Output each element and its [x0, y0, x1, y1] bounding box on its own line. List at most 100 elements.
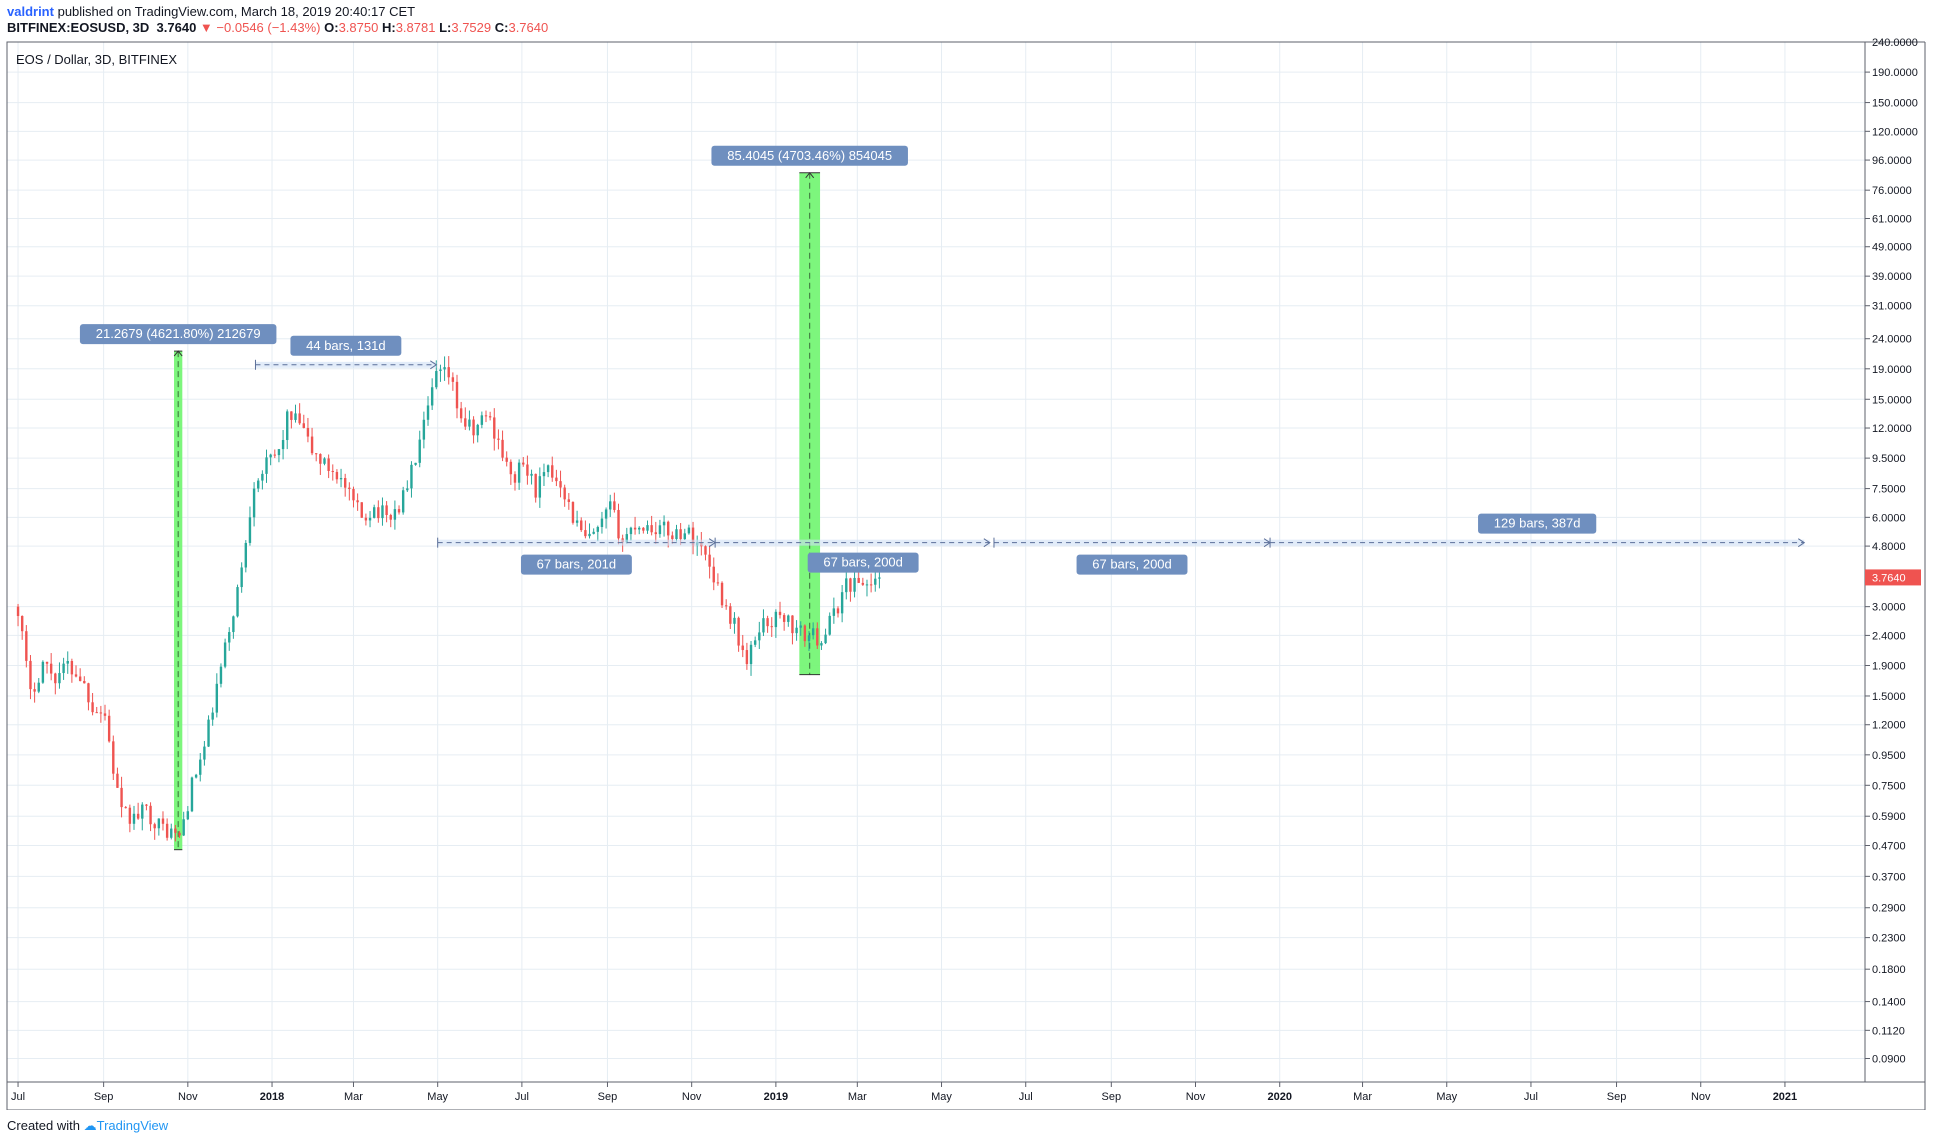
- candle-body: [141, 804, 144, 819]
- candle-body: [331, 470, 334, 472]
- author-link[interactable]: valdrint: [7, 4, 54, 19]
- candle-body: [418, 439, 421, 463]
- candle-body: [215, 683, 219, 713]
- candle-body: [74, 674, 78, 677]
- candle-body: [29, 660, 32, 690]
- plot-frame: [6, 41, 1866, 1083]
- date-range-label-bg: [520, 554, 632, 575]
- candle-body: [501, 439, 504, 458]
- candle-body: [182, 819, 185, 836]
- candle-body: [269, 454, 272, 458]
- candle-body: [646, 525, 649, 531]
- candle-body: [228, 632, 231, 643]
- date-range-arrow: [430, 360, 438, 370]
- candle-body: [778, 611, 782, 616]
- candle-body: [95, 712, 98, 714]
- candle-body: [596, 526, 600, 532]
- time-tick-label: Mar: [344, 1091, 363, 1103]
- candle-body: [128, 807, 132, 824]
- candle-body: [691, 527, 695, 546]
- candle-body: [484, 415, 488, 417]
- price-tick-label: 96.0000: [1872, 155, 1912, 167]
- candle-body: [207, 719, 210, 747]
- candle-body: [816, 628, 819, 646]
- candle-body: [319, 454, 322, 464]
- date-range-label: 44 bars, 131d: [306, 338, 386, 353]
- candle-body: [592, 531, 595, 534]
- candle-body: [480, 415, 484, 425]
- date-range-label-bg: [1076, 554, 1188, 575]
- price-tick-label: 7.5000: [1872, 484, 1906, 496]
- close-value: 3.7640: [508, 20, 549, 35]
- candle-body: [66, 660, 69, 664]
- candle-body: [584, 530, 587, 537]
- price-chart[interactable]: 21.2679 (4621.80%) 212679 85.4045 (4703.4…: [0, 0, 1933, 1110]
- time-tick-label: Sep: [94, 1091, 114, 1103]
- candle-body: [124, 807, 127, 809]
- candle-body: [845, 578, 848, 593]
- candle-body: [33, 689, 36, 692]
- candle-body: [211, 712, 214, 720]
- candle-body: [306, 427, 310, 437]
- candle-body: [836, 608, 840, 614]
- last-price: 3.7640: [156, 20, 197, 35]
- candle-body: [464, 418, 467, 427]
- candle-body: [642, 527, 645, 531]
- candle-body: [45, 661, 49, 664]
- date-range-label: 67 bars, 200d: [1092, 557, 1172, 572]
- candle-body: [174, 828, 177, 833]
- candle-body: [236, 587, 239, 617]
- candle-body: [410, 464, 413, 489]
- candle-body: [729, 606, 732, 624]
- candle-body: [638, 527, 641, 530]
- price-range-label-bg: [711, 145, 908, 166]
- candle-body: [791, 615, 794, 634]
- candle-body: [41, 661, 45, 683]
- candle-body: [145, 804, 148, 806]
- candle-body: [720, 582, 724, 606]
- low-label: L:: [439, 20, 452, 35]
- candle-body: [522, 462, 525, 465]
- time-tick-label: Sep: [598, 1091, 618, 1103]
- candle-body: [87, 683, 90, 703]
- candle-body: [530, 473, 533, 476]
- time-tick-label: May: [931, 1091, 952, 1103]
- candle-body: [766, 618, 769, 627]
- candle-body: [571, 501, 575, 523]
- candle-body: [385, 505, 388, 516]
- last-price-tag-bg: [1865, 569, 1921, 586]
- candle-body: [83, 680, 86, 684]
- candle-body: [203, 746, 206, 760]
- price-tick-label: 0.0900: [1872, 1054, 1906, 1066]
- candle-body: [840, 592, 844, 614]
- high-label: H:: [381, 20, 396, 35]
- candle-body: [762, 618, 765, 633]
- candle-body: [671, 535, 674, 540]
- candle-body: [360, 502, 363, 518]
- price-range-arrow: [173, 350, 183, 357]
- candle-body: [352, 489, 355, 501]
- price-tick-label: 19.0000: [1872, 364, 1912, 376]
- time-tick-label: 2019: [764, 1091, 788, 1103]
- price-tick-label: 0.1800: [1872, 964, 1906, 976]
- time-tick-label: Jul: [11, 1091, 25, 1103]
- date-range-label: 129 bars, 387d: [1494, 516, 1581, 531]
- candle-body: [712, 566, 715, 583]
- price-range-label: 21.2679 (4621.80%) 212679: [96, 326, 261, 341]
- candle-body: [323, 458, 326, 464]
- candle-body: [654, 532, 657, 535]
- candle-body: [447, 367, 450, 378]
- candle-body: [302, 423, 305, 428]
- candle-body: [555, 477, 558, 482]
- down-arrow-icon: ▼: [199, 20, 213, 35]
- candle-body: [787, 615, 790, 622]
- candle-body: [70, 660, 74, 675]
- price-tick-label: 0.4700: [1872, 841, 1906, 853]
- candle-body: [874, 578, 877, 585]
- time-tick-label: Nov: [178, 1091, 198, 1103]
- candle-body: [468, 419, 471, 427]
- tradingview-link[interactable]: TradingView: [96, 1118, 169, 1133]
- tradingview-logo-icon[interactable]: ☁: [83, 1118, 97, 1133]
- candle-body: [20, 616, 24, 632]
- candle-body: [567, 499, 571, 502]
